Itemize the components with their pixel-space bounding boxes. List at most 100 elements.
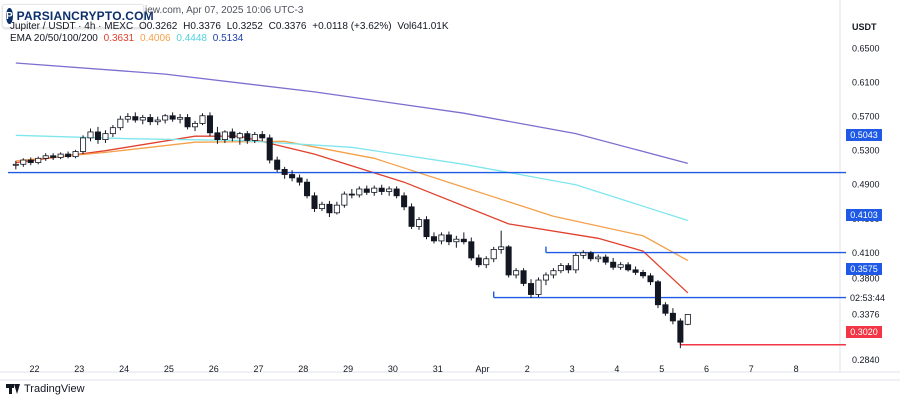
candle[interactable] (550, 268, 557, 279)
candle[interactable] (356, 186, 363, 198)
candle[interactable] (416, 217, 423, 230)
candle[interactable] (87, 128, 94, 142)
candle[interactable] (483, 256, 490, 269)
candle[interactable] (296, 174, 303, 186)
candle[interactable] (595, 254, 602, 263)
candle-body (587, 252, 594, 260)
candle[interactable] (386, 186, 393, 196)
candle[interactable] (229, 128, 236, 142)
candle[interactable] (542, 272, 549, 286)
candle[interactable] (557, 263, 564, 274)
candle[interactable] (192, 120, 199, 132)
candle[interactable] (445, 231, 452, 246)
candle[interactable] (378, 184, 385, 195)
candle-body (139, 117, 146, 121)
candle[interactable] (505, 245, 512, 278)
candle[interactable] (640, 269, 647, 279)
candle[interactable] (251, 131, 258, 144)
candle[interactable] (289, 170, 296, 182)
candle[interactable] (274, 156, 281, 172)
candle[interactable] (80, 135, 87, 155)
candle[interactable] (572, 252, 579, 274)
candle[interactable] (587, 251, 594, 262)
candle[interactable] (617, 262, 624, 270)
candle[interactable] (647, 273, 654, 286)
candle[interactable] (236, 131, 243, 145)
candle[interactable] (50, 153, 57, 161)
candle[interactable] (535, 277, 542, 298)
candle[interactable] (669, 308, 676, 325)
candle[interactable] (602, 254, 609, 265)
candle[interactable] (654, 280, 661, 309)
candle[interactable] (498, 230, 505, 254)
candle[interactable] (304, 178, 311, 199)
candle[interactable] (311, 192, 318, 212)
candle[interactable] (35, 156, 42, 165)
candle[interactable] (199, 113, 206, 126)
candle[interactable] (65, 151, 72, 159)
candle[interactable] (430, 232, 437, 244)
candle[interactable] (147, 114, 154, 126)
candle[interactable] (94, 126, 101, 144)
candle[interactable] (326, 200, 333, 218)
candle[interactable] (259, 131, 266, 142)
y-tick-label: 0.6500 (852, 44, 880, 54)
candle[interactable] (20, 158, 27, 167)
candle[interactable] (625, 262, 632, 272)
currency-label[interactable]: USDT (852, 22, 877, 32)
candle[interactable] (348, 188, 355, 199)
candle[interactable] (490, 246, 497, 263)
candle[interactable] (281, 166, 288, 179)
candle[interactable] (475, 254, 482, 268)
candle[interactable] (206, 112, 213, 137)
candle[interactable] (318, 201, 325, 212)
low-value: L0.3252 (226, 21, 263, 32)
candle[interactable] (12, 160, 19, 170)
candle[interactable] (177, 114, 184, 124)
candle[interactable] (109, 125, 116, 138)
candle[interactable] (244, 131, 251, 144)
candle[interactable] (662, 302, 669, 316)
candle[interactable] (214, 126, 221, 144)
candle[interactable] (117, 115, 124, 131)
candle[interactable] (124, 113, 131, 123)
candle[interactable] (423, 216, 430, 240)
candle[interactable] (371, 185, 378, 196)
candle[interactable] (393, 186, 400, 199)
ema-legend[interactable]: EMA 20/50/100/200 0.3631 0.4006 0.4448 0… (10, 33, 246, 44)
candle[interactable] (580, 250, 587, 259)
candle[interactable] (27, 157, 34, 166)
candle[interactable] (460, 232, 467, 245)
candle[interactable] (513, 268, 520, 279)
tradingview-brand[interactable]: TradingView (6, 383, 85, 395)
candle[interactable] (468, 237, 475, 261)
candle[interactable] (42, 153, 49, 161)
candle[interactable] (677, 318, 684, 349)
candle[interactable] (162, 114, 169, 124)
candle[interactable] (401, 192, 408, 211)
ohlc-legend[interactable]: Jupiter / USDT · 4h · MEXC O0.3262 H0.33… (10, 21, 452, 32)
candle[interactable] (154, 116, 161, 126)
candle[interactable] (684, 314, 691, 326)
candle[interactable] (102, 130, 109, 144)
candle[interactable] (438, 232, 445, 245)
candle[interactable] (266, 134, 273, 164)
candle[interactable] (169, 112, 176, 122)
candle[interactable] (610, 257, 617, 270)
candle[interactable] (333, 201, 340, 215)
candle[interactable] (221, 130, 228, 144)
candle[interactable] (57, 152, 64, 160)
candle[interactable] (139, 114, 146, 125)
candle[interactable] (520, 268, 527, 287)
candle[interactable] (632, 266, 639, 275)
candle[interactable] (565, 263, 572, 274)
candle[interactable] (453, 235, 460, 248)
candle[interactable] (132, 112, 139, 123)
candle[interactable] (363, 185, 370, 195)
candle[interactable] (184, 114, 191, 130)
candle[interactable] (408, 203, 415, 229)
candle[interactable] (72, 149, 79, 159)
candle[interactable] (528, 279, 535, 298)
candle[interactable] (341, 191, 348, 208)
